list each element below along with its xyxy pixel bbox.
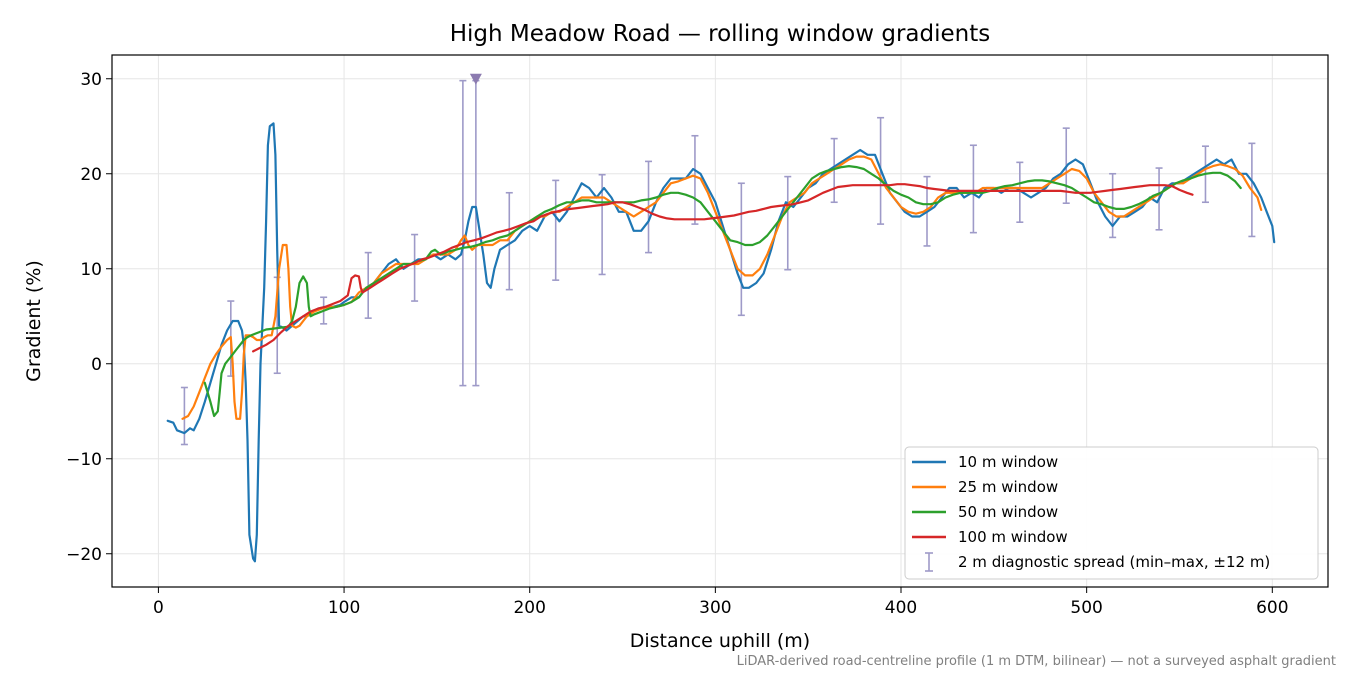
- diagnostic-errorbar: [1016, 161, 1024, 223]
- x-tick-label: 400: [885, 598, 917, 618]
- diagnostic-errorbar: [784, 175, 792, 271]
- legend-label-errorbar: 2 m diagnostic spread (min–max, ±12 m): [958, 553, 1270, 571]
- legend-label-100m: 100 m window: [958, 528, 1068, 546]
- diagnostic-errorbar: [691, 134, 699, 225]
- x-axis-label: Distance uphill (m): [630, 630, 810, 652]
- legend-swatch-errorbar: [925, 552, 933, 572]
- grid: [112, 55, 1328, 587]
- diagnostic-errorbar: [737, 182, 745, 317]
- y-tick-label: 30: [80, 70, 102, 90]
- diagnostic-errorbar: [180, 386, 188, 446]
- clipped-marker: [469, 73, 482, 85]
- legend-box: [904, 446, 1319, 580]
- diagnostic-errorbar: [552, 179, 560, 281]
- diagnostic-errorbar: [969, 144, 977, 234]
- x-tick-label: 200: [513, 598, 545, 618]
- x-tick-label: 500: [1070, 598, 1102, 618]
- y-axis-label: Gradient (%): [23, 260, 45, 382]
- series-line-25m: [181, 155, 1263, 420]
- footnote: LiDAR-derived road-centreline profile (1…: [737, 654, 1336, 669]
- legend: 10 m window 25 m window 50 m window 100 …: [904, 446, 1319, 580]
- plot-frame: [111, 54, 1329, 588]
- diagnostic-errorbar: [505, 191, 513, 291]
- x-tick-label: 300: [699, 598, 731, 618]
- y-tick-label: −20: [66, 545, 102, 565]
- y-tick-label: 20: [80, 165, 102, 185]
- x-axis-ticks: 0 100 200 300 400 500 600: [153, 587, 1289, 618]
- x-tick-label: 600: [1256, 598, 1288, 618]
- series-line-10m: [166, 122, 1276, 563]
- marker-layer: [469, 73, 482, 85]
- diagnostic-errorbar: [411, 233, 419, 302]
- y-tick-label: 0: [91, 355, 102, 375]
- x-tick-label: 100: [328, 598, 360, 618]
- series-line-50m: [203, 165, 1242, 418]
- chart-title: High Meadow Road — rolling window gradie…: [450, 21, 991, 47]
- legend-label-50m: 50 m window: [958, 503, 1058, 521]
- y-tick-label: −10: [66, 450, 102, 470]
- series-line-100m: [252, 183, 1194, 353]
- legend-label-10m: 10 m window: [958, 453, 1058, 471]
- y-tick-label: 10: [80, 260, 102, 280]
- legend-label-25m: 25 m window: [958, 478, 1058, 496]
- diagnostic-errorbar: [830, 137, 838, 204]
- x-tick-label: 0: [153, 598, 164, 618]
- diagnostic-errorbar: [459, 79, 467, 387]
- series-lines: [166, 122, 1276, 563]
- y-axis-ticks: −20 −10 0 10 20 30: [66, 70, 112, 565]
